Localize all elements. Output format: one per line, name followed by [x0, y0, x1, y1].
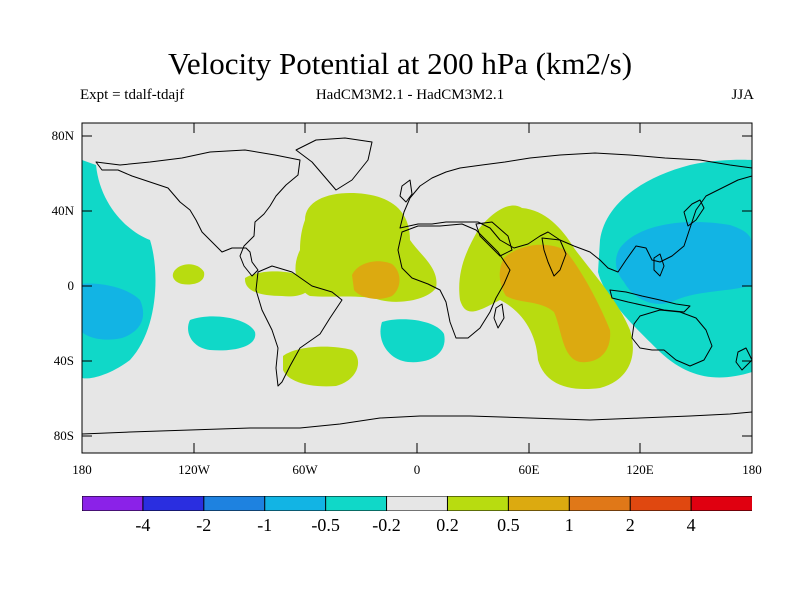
experiment-label: Expt = tdalf-tdajf [80, 87, 185, 103]
coastline-australia [631, 309, 713, 367]
coastline-philippines [653, 253, 665, 277]
colorbar-label: -0.5 [311, 515, 340, 535]
colorbar-swatch [386, 496, 449, 511]
colorbar-label: 0.5 [497, 515, 520, 535]
contour-pos-south-america [244, 271, 311, 297]
colorbar-swatch [142, 496, 205, 511]
contour-pos2-indian-ocean [499, 244, 611, 363]
axis-ticks [81, 123, 753, 453]
coastline-africa [397, 223, 511, 339]
coastline-south-america [255, 265, 343, 387]
coastline-north-america [95, 149, 301, 277]
coastline-japan [683, 199, 705, 227]
coastline-greenland [295, 137, 373, 191]
colorbar-swatch [203, 496, 266, 511]
contour-neg-south-atlantic [380, 319, 445, 363]
lat-label-40n: 40N [51, 203, 74, 218]
colorbar-swatch [82, 496, 144, 511]
coastline-new-zealand [735, 347, 752, 371]
colorbar-swatch [690, 496, 752, 511]
contour-neg2-west-pacific [615, 221, 752, 304]
lon-label-120w: 120W [178, 462, 210, 477]
colorbar-swatch [507, 496, 571, 511]
contour-pos-north-pacific [172, 264, 205, 285]
lon-label-120e: 120E [626, 462, 654, 477]
coastline-madagascar [493, 303, 505, 329]
colorbar-swatch [264, 496, 327, 511]
contour-neg-south-pacific [188, 316, 256, 351]
lat-label-0: 0 [67, 278, 75, 293]
coastline-antarctica [82, 411, 752, 435]
colorbar-label: 1 [564, 515, 574, 535]
coastlines [82, 137, 752, 435]
coastline-eurasia [399, 152, 752, 273]
model-label: HadCM3M2.1 - HadCM3M2.1 [315, 87, 505, 103]
lat-label-80n: 80N [51, 128, 74, 143]
lon-label-60e: 60E [518, 462, 540, 477]
colorbar-label: -2 [196, 515, 212, 535]
colorbar-swatch [629, 496, 693, 511]
coastline-india [541, 237, 567, 277]
colorbar [82, 496, 752, 511]
coastline-indonesia [609, 289, 691, 313]
map-title: Velocity Potential at 200 hPa (km2/s) [167, 46, 633, 81]
lat-label-40s: 40S [53, 353, 74, 368]
coastline-arabia [475, 221, 513, 257]
colorbar-swatch [568, 496, 632, 511]
colorbar-label: -0.2 [372, 515, 401, 535]
colorbar-label: -4 [135, 515, 151, 535]
contour-pos-south-atlantic [283, 346, 359, 387]
season-label: JJA [731, 87, 754, 103]
contour-neg2-east-pacific [82, 283, 144, 340]
contour-pos-atlantic [295, 193, 437, 302]
colorbar-swatch [446, 496, 510, 511]
colorbar-label: -1 [257, 515, 273, 535]
lon-label-180e: 180 [742, 462, 762, 477]
colorbar-label: 4 [686, 515, 696, 535]
contour-pos2-africa-atlantic [352, 261, 400, 299]
lat-label-80s: 80S [53, 428, 74, 443]
colorbar-label: 0.2 [436, 515, 459, 535]
lon-label-180w: 180 [72, 462, 92, 477]
colorbar-swatch [325, 496, 388, 511]
colorbar-label: 2 [625, 515, 635, 535]
lon-label-0: 0 [413, 462, 421, 477]
lon-label-60w: 60W [292, 462, 318, 477]
coastline-uk [399, 179, 413, 203]
